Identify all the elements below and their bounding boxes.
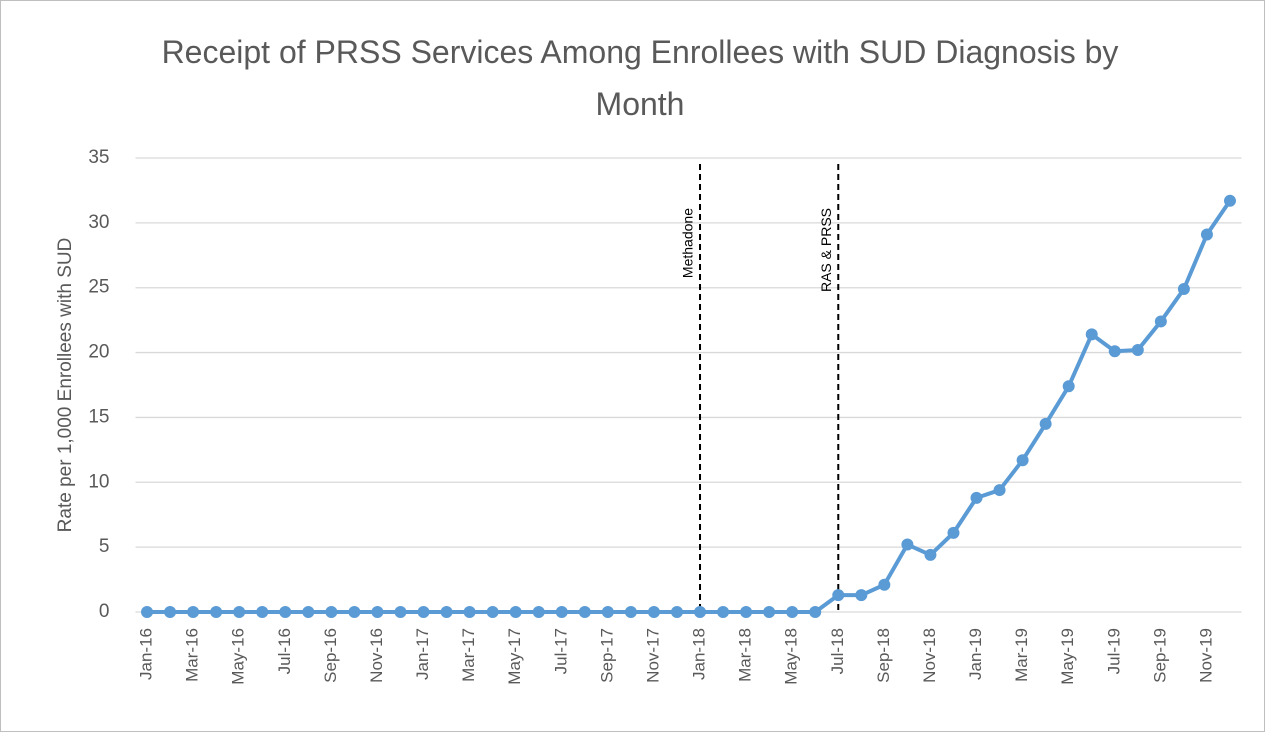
point [947,526,960,539]
x-tick-label: Mar-17 [459,628,478,682]
x-tick-label: Sep-19 [1150,628,1169,683]
point [187,606,200,618]
point [763,606,776,618]
x-tick-label: May-19 [1058,628,1077,685]
y-axis-label: Rate per 1,000 Enrollees with SUD [55,238,76,533]
y-tick-label: 10 [88,471,109,492]
x-tick-label: Mar-16 [183,628,202,682]
x-tick-label: Nov-16 [367,628,386,683]
x-tick-label: Jul-17 [551,628,570,674]
x-tick-label: May-18 [782,628,801,685]
point [924,548,937,561]
point [855,589,868,602]
point [348,606,361,618]
point [647,606,660,618]
point [1085,328,1098,341]
x-tick-label: May-17 [505,628,524,685]
point [1131,343,1144,356]
point [1200,228,1213,241]
point [417,606,430,618]
point [440,606,453,618]
point [233,606,246,618]
point [740,606,753,618]
y-tick-label: 30 [88,212,109,233]
point [809,606,822,618]
x-tick-label: Nov-17 [643,628,662,683]
x-tick-label: Jul-19 [1104,628,1123,674]
point [279,606,292,618]
chart-title: Receipt of PRSS Services Among Enrollees… [161,34,1119,122]
x-tick-label: Jan-18 [690,628,709,680]
point [1154,315,1167,328]
y-tick-label: 25 [88,277,109,298]
point [463,606,476,618]
y-tick-label: 0 [99,601,110,622]
y-tick-label: 5 [99,536,110,557]
x-tick-label: Sep-16 [321,628,340,683]
point [1223,194,1236,207]
point [1108,345,1121,358]
x-tick-label: Jan-17 [413,628,432,680]
point [1177,283,1190,296]
point [601,606,614,618]
point [670,606,683,618]
annotation-label: Methadone [680,208,696,278]
point [141,606,154,618]
point [694,606,707,618]
x-tick-label: May-16 [229,628,248,685]
annotation-label: RAS & PRSS [818,208,834,292]
x-tick-label: Jan-16 [137,628,156,680]
point [970,491,983,504]
point [486,606,499,618]
y-tick-label: 20 [88,342,109,363]
point [302,606,315,618]
point [371,606,384,618]
x-tick-label: Nov-19 [1196,628,1215,683]
point [901,538,914,551]
point [325,606,338,618]
point [164,606,177,618]
point [210,606,223,618]
point [993,484,1006,497]
point [1016,454,1029,467]
point [878,578,891,591]
point [256,606,269,618]
x-tick-label: Mar-19 [1012,628,1031,682]
point [1062,380,1075,393]
y-tick-label: 15 [88,406,109,427]
point [1039,417,1052,430]
x-tick-label: Nov-18 [920,628,939,683]
point [832,589,845,602]
x-tick-label: Jan-19 [966,628,985,680]
point [532,606,545,618]
point [394,606,407,618]
point [786,606,799,618]
point [555,606,568,618]
x-tick-label: Jul-16 [275,628,294,674]
y-tick-label: 35 [88,147,109,168]
point [624,606,637,618]
x-tick-label: Mar-18 [736,628,755,682]
x-tick-label: Jul-18 [828,628,847,674]
point [717,606,730,618]
x-tick-label: Sep-18 [874,628,893,683]
x-tick-label: Sep-17 [597,628,616,683]
point [578,606,591,618]
point [509,606,522,618]
